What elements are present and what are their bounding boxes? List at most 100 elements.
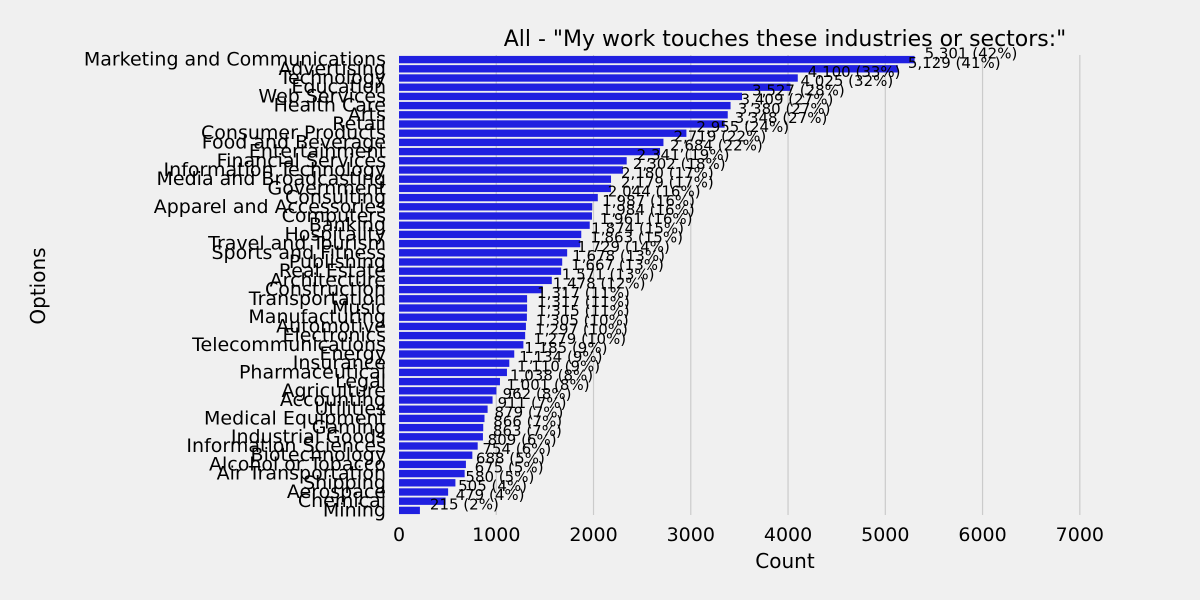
data-label: 688 (5%) <box>476 449 545 467</box>
y-tick-label: Hospitality <box>285 223 387 245</box>
y-tick-label: Energy <box>319 343 386 365</box>
y-tick-label: Legal <box>335 371 386 393</box>
bar <box>399 387 497 395</box>
y-tick-label: Real Estate <box>279 260 386 282</box>
y-tick-label: Automotive <box>276 315 386 337</box>
y-tick-label: Government <box>268 177 387 199</box>
x-tick-label: 3000 <box>667 524 715 546</box>
data-label: 4,100 (33%) <box>808 63 901 81</box>
bar <box>399 212 592 220</box>
bar <box>399 258 563 266</box>
bar <box>399 249 568 257</box>
data-labels: 5,301 (42%)5,129 (41%) 4,100 (33%)4,025 (… <box>430 45 1017 514</box>
data-label: 479 (4%) <box>456 486 525 504</box>
x-tick-label: 0 <box>393 524 405 546</box>
y-tick-label: Medical Equipment <box>204 407 386 429</box>
data-label: 1,110 (9%) <box>517 357 600 375</box>
data-label: 2,341 (19%) <box>637 146 730 164</box>
data-label: 1,984 (16%) <box>602 201 695 219</box>
x-tick-label: 2000 <box>569 524 617 546</box>
data-label: 1,001 (8%) <box>506 376 589 394</box>
data-label: 1,134 (9%) <box>519 348 602 366</box>
bar <box>399 166 623 174</box>
y-tick-label: Banking <box>309 214 386 236</box>
y-tick-label: Food and Beverage <box>202 131 386 153</box>
data-label: 1,185 (9%) <box>524 339 607 357</box>
data-label: 809 (6%) <box>488 431 557 449</box>
y-tick-label: Advertising <box>279 58 386 80</box>
data-label: 962 (8%) <box>503 385 572 403</box>
data-label: 1,571 (13%) <box>562 265 655 283</box>
x-tick-labels: 0 1000 2000 3000 4000 5000 6000 7000 <box>393 524 1104 546</box>
bar <box>399 65 898 73</box>
bar <box>399 120 725 128</box>
bar <box>399 497 446 505</box>
y-tick-label: Gaming <box>312 417 386 439</box>
data-label: 1,279 (10%) <box>533 330 626 348</box>
y-tick-label: Aerospace <box>287 481 386 503</box>
y-tick-label: Financial Services <box>217 150 386 172</box>
x-tick-label: 1000 <box>472 524 520 546</box>
y-tick-label: Apparel and Accessories <box>154 196 386 218</box>
bar <box>399 460 466 469</box>
y-tick-label: Agriculture <box>282 380 387 402</box>
bar <box>399 377 500 386</box>
x-tick-label: 7000 <box>1056 524 1104 546</box>
bar <box>399 157 627 165</box>
data-label: 1,315 (11%) <box>537 302 630 320</box>
data-label: 1,478 (12%) <box>553 275 646 293</box>
y-tick-label: Health Care <box>274 95 386 117</box>
bar <box>399 433 483 441</box>
y-tick-label: Chemical <box>298 490 386 512</box>
y-tick-label: Electronics <box>282 325 386 347</box>
bar <box>399 184 611 193</box>
x-tick-label: 5000 <box>861 524 909 546</box>
y-tick-label: Shipping <box>303 472 386 494</box>
y-tick-label: Music <box>332 297 386 319</box>
bar <box>399 396 493 404</box>
data-label: 1,961 (16%) <box>600 210 693 228</box>
x-axis-label: Count <box>755 549 815 573</box>
data-label: 1,987 (16%) <box>602 192 695 210</box>
data-label: 2,684 (22%) <box>670 137 763 155</box>
data-label: 1,305 (10%) <box>536 311 629 329</box>
data-label: 1,678 (13%) <box>572 247 665 265</box>
bar <box>399 239 581 248</box>
bar <box>399 451 473 459</box>
data-label: 1,317 (11%) <box>537 284 630 302</box>
data-label: 4,025 (32%) <box>800 72 893 90</box>
bar <box>399 285 543 294</box>
bar <box>399 405 488 413</box>
bar <box>399 74 798 82</box>
y-tick-label: Marketing and Communications <box>84 49 386 71</box>
bar <box>399 368 507 377</box>
y-tick-label: Entertainment <box>249 141 386 163</box>
y-tick-label: Publishing <box>289 251 386 273</box>
bar <box>399 147 661 156</box>
bar <box>399 442 478 450</box>
y-tick-label: Pharmaceutical <box>239 361 386 383</box>
y-tick-label: Arts <box>348 104 386 126</box>
bar <box>399 479 456 487</box>
data-label: 863 (7%) <box>493 422 562 440</box>
y-tick-label: Information Technology <box>164 159 386 181</box>
bar <box>399 101 731 110</box>
data-label: 1,317 (11%) <box>537 293 630 311</box>
y-tick-label: Consumer Products <box>201 122 386 144</box>
bar <box>399 92 743 101</box>
y-tick-label: Air Transportation <box>217 463 386 485</box>
y-tick-label: Industrial Goods <box>231 426 386 448</box>
data-label: 5,129 (41%) <box>908 54 1001 72</box>
bar <box>399 488 449 496</box>
bar <box>399 304 528 312</box>
data-label: 1,038 (8%) <box>510 367 593 385</box>
bar <box>399 138 664 147</box>
data-label: 3,348 (27%) <box>735 109 828 127</box>
y-tick-label: Construction <box>265 279 386 301</box>
data-label: 1,729 (14%) <box>577 238 670 256</box>
y-tick-label: Web Services <box>258 85 386 107</box>
bar <box>399 414 485 423</box>
y-tick-label: Education <box>291 76 386 98</box>
data-label: 2,180 (17%) <box>621 164 714 182</box>
